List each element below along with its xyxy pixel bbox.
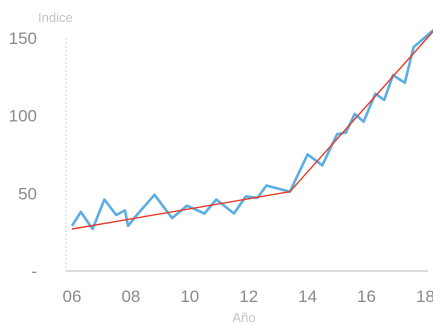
x-tick-label: 18: [416, 287, 433, 306]
x-tick-labels: 06 08 10 12 14 16 18: [63, 287, 433, 306]
x-tick-label: 16: [357, 287, 376, 306]
y-tick-label: 50: [18, 184, 37, 203]
series-line-trend: [71, 30, 433, 230]
y-tick-labels: - 50 100 150: [9, 29, 37, 281]
x-tick-label: 14: [298, 287, 317, 306]
y-tick-label: 150: [9, 29, 37, 48]
x-tick-label: 10: [180, 287, 199, 306]
x-tick-label: 06: [63, 287, 82, 306]
y-axis-title: Indice: [38, 10, 73, 25]
x-axis-title: Año: [232, 310, 255, 325]
x-tick-label: 08: [121, 287, 140, 306]
y-tick-label: -: [31, 262, 37, 281]
x-tick-label: 12: [239, 287, 258, 306]
series-layer: [70, 28, 433, 231]
y-tick-label: 100: [9, 107, 37, 126]
